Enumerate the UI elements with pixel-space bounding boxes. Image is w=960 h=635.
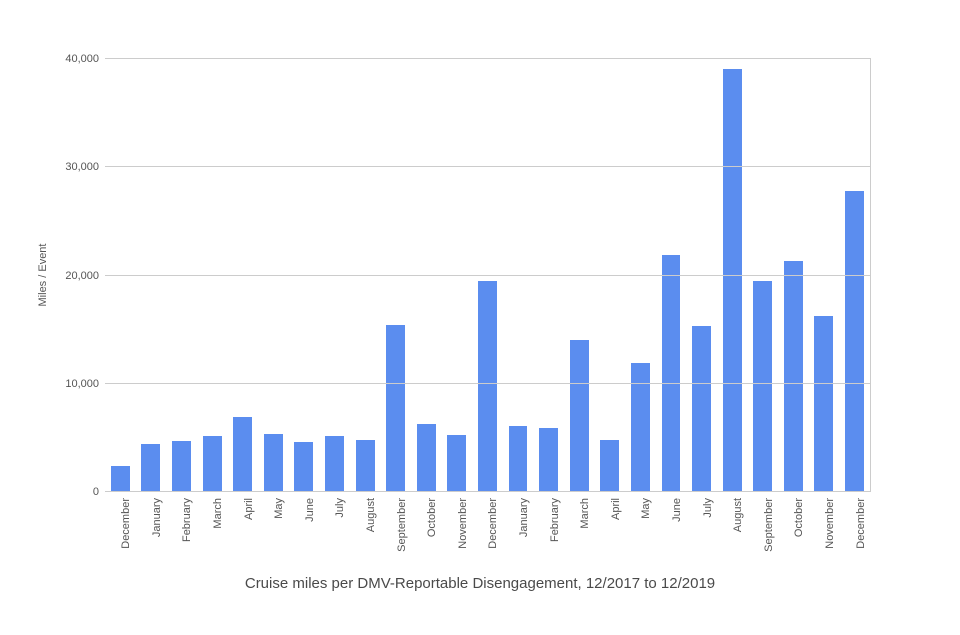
bar-slot: October xyxy=(411,59,442,492)
bar xyxy=(753,281,772,492)
bar xyxy=(386,325,405,492)
bar xyxy=(172,441,191,492)
x-tick-label: May xyxy=(640,498,652,519)
x-tick-label: June xyxy=(304,498,316,522)
y-axis-title: Miles / Event xyxy=(37,243,49,306)
bar-slot: June xyxy=(656,59,687,492)
bar-slot: August xyxy=(350,59,381,492)
bar-slot: December xyxy=(105,59,136,492)
bar-slot: April xyxy=(595,59,626,492)
x-tick-label: October xyxy=(426,498,438,537)
x-tick-label: November xyxy=(824,498,836,549)
bar xyxy=(356,440,375,492)
bar-slot: March xyxy=(197,59,228,492)
bar-slot: March xyxy=(564,59,595,492)
bar xyxy=(233,417,252,492)
gridline xyxy=(105,275,870,276)
bar-slot: February xyxy=(533,59,564,492)
gridline xyxy=(105,491,870,492)
x-tick-label: December xyxy=(855,498,867,549)
bar xyxy=(264,434,283,492)
bar-slot: November xyxy=(809,59,840,492)
chart-container: DecemberJanuaryFebruaryMarchAprilMayJune… xyxy=(0,0,960,635)
bar-slot: November xyxy=(442,59,473,492)
bar xyxy=(662,255,681,492)
bar xyxy=(845,191,864,492)
x-tick-label: July xyxy=(702,498,714,518)
x-tick-label: January xyxy=(518,498,530,537)
x-tick-label: May xyxy=(273,498,285,519)
bar xyxy=(447,435,466,492)
bar-slot: December xyxy=(472,59,503,492)
bar xyxy=(203,436,222,492)
bar-slot: July xyxy=(686,59,717,492)
x-tick-label: October xyxy=(793,498,805,537)
bar-slot: January xyxy=(503,59,534,492)
x-tick-label: February xyxy=(181,498,193,542)
bar xyxy=(478,281,497,492)
bar-slot: August xyxy=(717,59,748,492)
x-tick-label: March xyxy=(579,498,591,529)
gridline xyxy=(105,58,870,59)
bar-slot: May xyxy=(625,59,656,492)
bar xyxy=(723,69,742,492)
x-tick-label: November xyxy=(457,498,469,549)
x-tick-label: June xyxy=(671,498,683,522)
gridline xyxy=(105,166,870,167)
x-tick-label: September xyxy=(763,498,775,552)
y-tick-label: 10,000 xyxy=(65,378,105,390)
x-tick-label: January xyxy=(151,498,163,537)
x-tick-label: February xyxy=(549,498,561,542)
bar xyxy=(600,440,619,492)
bar-slot: May xyxy=(258,59,289,492)
gridline xyxy=(105,383,870,384)
chart-caption: Cruise miles per DMV-Reportable Disengag… xyxy=(0,575,960,592)
bar xyxy=(294,442,313,492)
x-tick-label: September xyxy=(396,498,408,552)
bar-slot: December xyxy=(839,59,870,492)
y-tick-label: 20,000 xyxy=(65,270,105,282)
bar-slot: September xyxy=(380,59,411,492)
bar xyxy=(784,261,803,492)
bar-slot: January xyxy=(136,59,167,492)
bar xyxy=(692,326,711,492)
x-tick-label: August xyxy=(365,498,377,532)
bar xyxy=(570,340,589,492)
bar-slot: September xyxy=(747,59,778,492)
x-tick-label: March xyxy=(212,498,224,529)
x-tick-label: April xyxy=(610,498,622,520)
bar-slot: April xyxy=(227,59,258,492)
y-tick-label: 40,000 xyxy=(65,53,105,65)
y-tick-label: 0 xyxy=(93,486,105,498)
bar xyxy=(325,436,344,492)
bar xyxy=(509,426,528,492)
x-tick-label: August xyxy=(732,498,744,532)
bar xyxy=(539,428,558,492)
bar xyxy=(814,316,833,492)
bars-group: DecemberJanuaryFebruaryMarchAprilMayJune… xyxy=(105,59,870,492)
bar-slot: October xyxy=(778,59,809,492)
bar-slot: July xyxy=(319,59,350,492)
bar-slot: June xyxy=(289,59,320,492)
bar xyxy=(417,424,436,492)
bar xyxy=(141,444,160,492)
x-tick-label: July xyxy=(334,498,346,518)
y-tick-label: 30,000 xyxy=(65,161,105,173)
x-tick-label: December xyxy=(487,498,499,549)
bar-slot: February xyxy=(166,59,197,492)
bar xyxy=(111,466,130,492)
x-tick-label: December xyxy=(120,498,132,549)
plot-area: DecemberJanuaryFebruaryMarchAprilMayJune… xyxy=(105,58,871,492)
x-tick-label: April xyxy=(243,498,255,520)
